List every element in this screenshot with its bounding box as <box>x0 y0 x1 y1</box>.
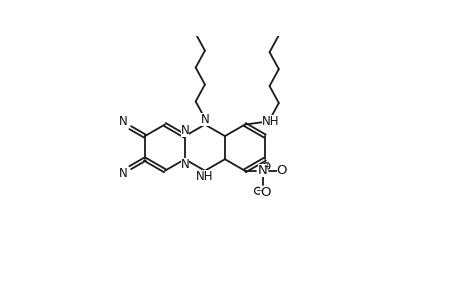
Text: N: N <box>180 158 189 171</box>
Text: −: − <box>254 186 261 195</box>
Text: N: N <box>118 167 127 180</box>
Text: NH: NH <box>196 170 213 183</box>
Text: N: N <box>180 124 189 137</box>
Text: +: + <box>263 162 269 171</box>
Text: O: O <box>276 164 286 177</box>
Text: O: O <box>260 186 270 199</box>
Text: N: N <box>257 164 267 177</box>
Text: NH: NH <box>261 115 279 128</box>
Text: N: N <box>118 116 127 128</box>
Text: N: N <box>200 113 209 126</box>
